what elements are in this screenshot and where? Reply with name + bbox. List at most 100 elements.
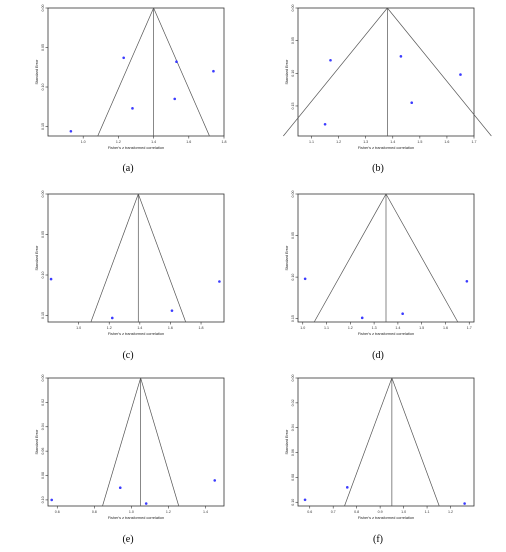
y-tick-label: 0.00 bbox=[41, 5, 45, 12]
panel-label-b: (b) bbox=[372, 163, 384, 174]
panel-label-f: (f) bbox=[373, 534, 383, 545]
x-tick-label: 1.4 bbox=[151, 140, 156, 144]
x-tick-label: 1.8 bbox=[199, 326, 204, 330]
y-axis-title: Standard Error bbox=[285, 245, 289, 271]
plot-frame bbox=[47, 193, 225, 323]
funnel-left-line bbox=[283, 7, 388, 137]
y-axis-title: Standard Error bbox=[35, 59, 39, 85]
x-axis-title: Fisher's z transformed correlation bbox=[358, 332, 414, 336]
data-point bbox=[122, 56, 125, 60]
data-point bbox=[110, 316, 114, 320]
y-tick-label: 0.06 bbox=[291, 449, 295, 456]
funnel-left-line bbox=[102, 377, 141, 507]
data-point bbox=[173, 97, 177, 101]
funnel-plot-e: 0.6 0.8 1.0 1.2 1.4 0.00 0.02 0.04 0.06 0.08 0.10 F… bbox=[28, 372, 228, 552]
data-point bbox=[131, 107, 134, 110]
funnel-plot-d-svg: 1.0 1.1 1.2 1.3 1.4 1.5 1.6 1.7 0.00 0.05 0.10 0.15… bbox=[285, 191, 475, 336]
data-point bbox=[49, 277, 53, 281]
x-tick-label: 1.6 bbox=[444, 140, 449, 144]
data-point bbox=[50, 498, 54, 502]
data-point bbox=[303, 277, 307, 281]
funnel-plot-f: 0.6 0.7 0.8 0.9 1.0 1.1 1.2 0.00 0.02 0.04 0.06 0.0… bbox=[278, 372, 478, 552]
data-point bbox=[69, 129, 73, 133]
y-axis-title: Standard Error bbox=[285, 429, 289, 455]
data-point bbox=[463, 502, 466, 505]
data-point bbox=[144, 502, 148, 505]
x-tick-label: 1.0 bbox=[129, 510, 134, 514]
y-tick-label: 0.05 bbox=[41, 44, 45, 51]
y-tick-label: 0.10 bbox=[41, 496, 45, 503]
y-tick-label: 0.04 bbox=[41, 423, 45, 430]
funnel-plot-c-svg: 1.0 1.2 1.4 1.6 1.8 0.00 0.05 0.10 0.15 Fisher's … bbox=[35, 191, 225, 336]
x-tick-label: 1.1 bbox=[425, 510, 430, 514]
funnel-plot-d: 1.0 1.1 1.2 1.3 1.4 1.5 1.6 1.7 0.00 0.05 0.10 0.15… bbox=[278, 188, 478, 368]
y-tick-label: 0.10 bbox=[291, 274, 295, 281]
y-tick-label: 0.08 bbox=[41, 472, 45, 479]
data-point bbox=[465, 279, 469, 283]
data-point bbox=[175, 60, 178, 64]
x-tick-label: 1.8 bbox=[222, 140, 227, 144]
data-point bbox=[212, 69, 215, 73]
y-tick-label: 0.05 bbox=[41, 231, 45, 238]
y-axis-title: Standard Error bbox=[35, 245, 39, 271]
x-axis-title: Fisher's z transformed correlation bbox=[358, 146, 414, 150]
y-tick-label: 0.10 bbox=[291, 499, 295, 506]
x-tick-label: 1.0 bbox=[401, 510, 406, 514]
y-tick-label: 0.15 bbox=[41, 312, 45, 319]
data-point bbox=[401, 312, 404, 315]
x-tick-label: 0.7 bbox=[331, 510, 336, 514]
funnel-plot-f-svg: 0.6 0.7 0.8 0.9 1.0 1.1 1.2 0.00 0.02 0.04 0.06 0.0… bbox=[285, 375, 475, 520]
y-axis-title: Standard Error bbox=[285, 59, 289, 85]
y-axis-title: Standard Error bbox=[35, 429, 39, 455]
x-axis-title: Fisher's z transformed correlation bbox=[108, 332, 164, 336]
y-tick-label: 0.08 bbox=[291, 474, 295, 481]
x-axis-title: Fisher's z transformed correlation bbox=[108, 516, 164, 520]
funnel-plot-b-svg: 1.1 1.2 1.3 1.4 1.5 1.6 1.7 0.00 0.05 0.10 0.15 Fis… bbox=[283, 5, 492, 150]
x-tick-label: 1.4 bbox=[137, 326, 142, 330]
x-tick-label: 1.2 bbox=[166, 510, 171, 514]
funnel-left-line bbox=[313, 193, 387, 323]
plot-frame bbox=[47, 377, 225, 507]
y-tick-label: 0.00 bbox=[291, 5, 295, 12]
funnel-plot-c: 1.0 1.2 1.4 1.6 1.8 0.00 0.05 0.10 0.15 Fisher's … bbox=[28, 188, 228, 368]
panel-label-d: (d) bbox=[372, 350, 384, 361]
x-tick-label: 1.4 bbox=[203, 510, 208, 514]
y-tick-label: 0.05 bbox=[291, 37, 295, 44]
x-tick-label: 1.1 bbox=[309, 140, 314, 144]
funnel-right-line bbox=[387, 7, 492, 137]
funnel-plot-e-svg: 0.6 0.8 1.0 1.2 1.4 0.00 0.02 0.04 0.06 0.08 0.10 F… bbox=[35, 375, 225, 520]
data-point bbox=[459, 73, 462, 76]
y-tick-label: 0.15 bbox=[41, 123, 45, 130]
funnel-right-line bbox=[385, 193, 459, 323]
x-axis-title: Fisher's z transformed correlation bbox=[108, 146, 164, 150]
y-tick-label: 0.00 bbox=[41, 375, 45, 382]
y-tick-label: 0.10 bbox=[41, 272, 45, 279]
funnel-plot-b: 1.1 1.2 1.3 1.4 1.5 1.6 1.7 0.00 0.05 0.10 0.15 Fis… bbox=[278, 2, 492, 182]
data-point bbox=[303, 498, 307, 502]
data-point bbox=[329, 58, 332, 62]
funnel-left-line bbox=[97, 7, 154, 137]
y-tick-label: 0.04 bbox=[291, 424, 295, 431]
x-tick-label: 0.6 bbox=[55, 510, 60, 514]
funnel-left-line bbox=[90, 193, 139, 323]
data-point bbox=[213, 479, 217, 482]
y-tick-label: 0.05 bbox=[291, 232, 295, 239]
x-tick-label: 1.2 bbox=[348, 326, 353, 330]
x-tick-label: 1.2 bbox=[448, 510, 453, 514]
data-point bbox=[360, 316, 364, 320]
x-tick-label: 0.8 bbox=[92, 510, 97, 514]
data-point bbox=[399, 55, 403, 58]
funnel-left-line bbox=[344, 377, 393, 507]
data-point bbox=[345, 486, 349, 489]
x-tick-label: 1.3 bbox=[372, 326, 377, 330]
panel-label-e: (e) bbox=[122, 534, 134, 545]
y-tick-label: 0.00 bbox=[41, 191, 45, 198]
funnel-right-line bbox=[140, 377, 180, 507]
x-tick-label: 1.6 bbox=[186, 140, 191, 144]
plot-frame bbox=[47, 7, 225, 137]
x-tick-label: 1.1 bbox=[324, 326, 329, 330]
data-point bbox=[118, 486, 122, 490]
panel-label-c: (c) bbox=[122, 350, 134, 361]
x-tick-label: 1.2 bbox=[116, 140, 121, 144]
y-tick-label: 0.15 bbox=[291, 102, 295, 109]
